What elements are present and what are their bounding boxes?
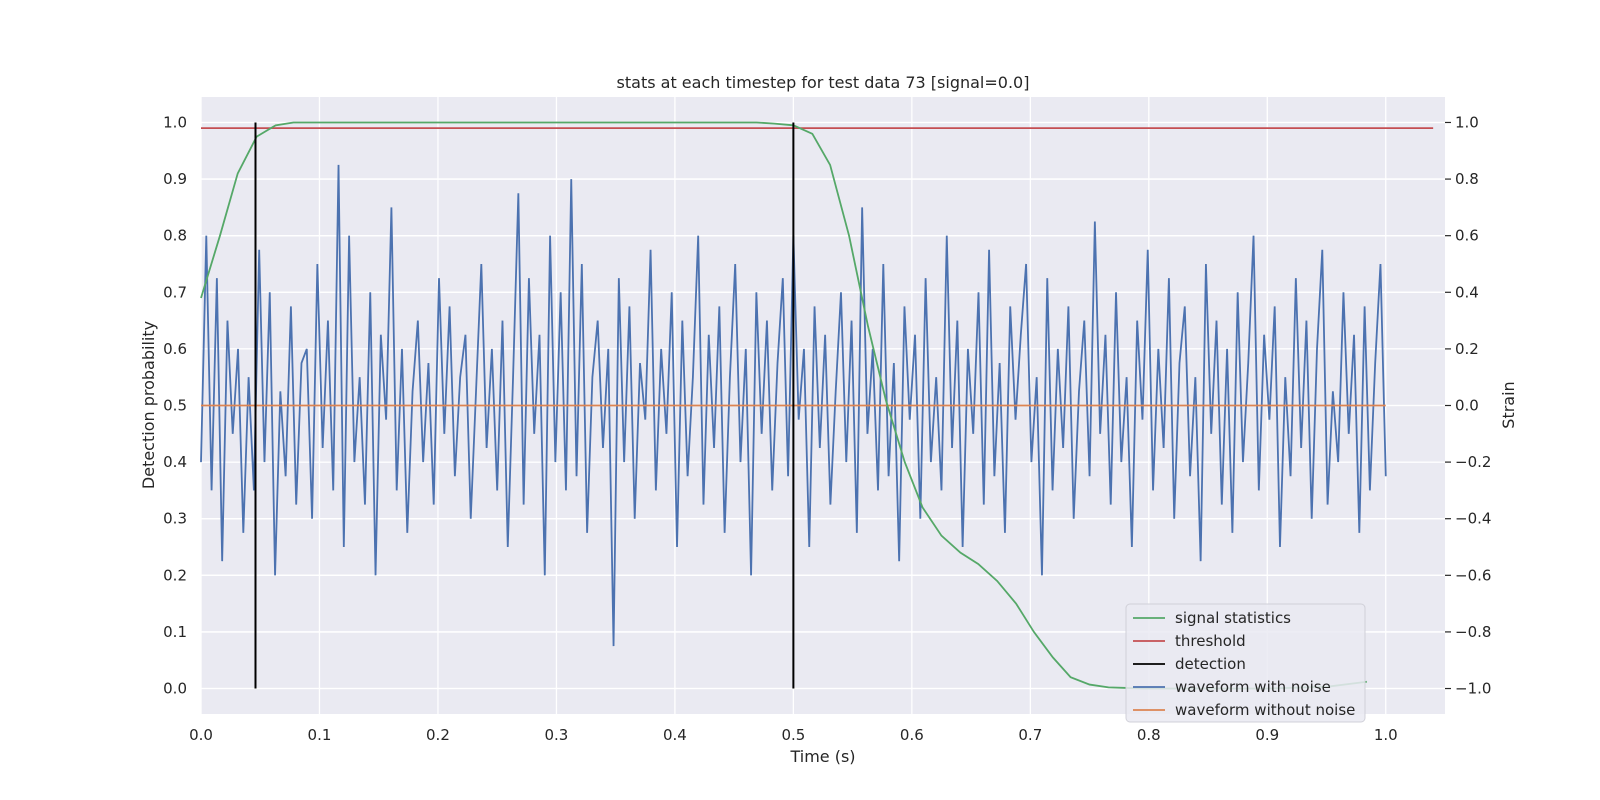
y2-axis-label: Strain <box>1499 381 1518 428</box>
y-axis-label: Detection probability <box>139 321 158 489</box>
x-tick-label: 0.3 <box>544 726 568 744</box>
y2-tick-label: −0.8 <box>1455 623 1491 641</box>
y-tick-label: 0.1 <box>163 623 187 641</box>
x-tick-label: 0.0 <box>189 726 213 744</box>
chart-title: stats at each timestep for test data 73 … <box>617 73 1030 92</box>
legend-label: signal statistics <box>1175 609 1291 627</box>
y-tick-label: 0.8 <box>163 227 187 245</box>
legend-box <box>1125 603 1366 723</box>
y2-tick-label: 1.0 <box>1455 113 1479 131</box>
y2-ticks: −1.0 −0.8 −0.6 −0.4 −0.2 0.0 0.2 0.4 0.6 0.8 1.0 <box>1445 113 1491 698</box>
series-layer <box>200 121 1434 690</box>
y2-tick-label: −1.0 <box>1455 680 1491 698</box>
y2-tick-label: 0.2 <box>1455 340 1479 358</box>
y-tick-label: 0.2 <box>163 566 187 584</box>
legend-label: detection <box>1175 655 1246 673</box>
x-tick-label: 0.7 <box>1018 726 1042 744</box>
x-tick-label: 0.1 <box>308 726 332 744</box>
y-tick-label: 0.7 <box>163 283 187 301</box>
legend-label: waveform with noise <box>1175 678 1331 696</box>
x-ticks: 0.0 0.1 0.2 0.3 0.4 0.5 0.6 0.7 0.8 0.9 1.0 <box>189 726 1398 744</box>
x-tick-label: 0.8 <box>1137 726 1161 744</box>
y2-tick-label: 0.0 <box>1455 397 1479 415</box>
legend-label: waveform without noise <box>1175 701 1355 719</box>
y2-tick-label: 0.6 <box>1455 227 1479 245</box>
x-tick-label: 1.0 <box>1374 726 1398 744</box>
y2-tick-label: 0.4 <box>1455 283 1479 301</box>
y-tick-label: 0.9 <box>163 170 187 188</box>
x-axis-label: Time (s) <box>789 747 855 766</box>
x-tick-label: 0.4 <box>663 726 687 744</box>
y-ticks: 0.0 0.1 0.2 0.3 0.4 0.5 0.6 0.7 0.8 0.9 1.0 <box>163 113 187 697</box>
y-tick-label: 0.5 <box>163 397 187 415</box>
y-tick-label: 0.6 <box>163 340 187 358</box>
y2-tick-label: −0.6 <box>1455 566 1491 584</box>
legend-label: threshold <box>1175 632 1246 650</box>
y2-tick-label: 0.8 <box>1455 170 1479 188</box>
y2-tick-label: −0.4 <box>1455 510 1491 528</box>
y-tick-label: 0.3 <box>163 510 187 528</box>
series-signal-statistics <box>200 121 1367 690</box>
legend: signal statistics threshold detection wavef… <box>1125 603 1366 723</box>
x-tick-label: 0.6 <box>900 726 924 744</box>
y2-tick-label: −0.2 <box>1455 453 1491 471</box>
x-tick-label: 0.2 <box>426 726 450 744</box>
y-tick-label: 0.0 <box>163 680 187 698</box>
x-tick-label: 0.5 <box>781 726 805 744</box>
x-tick-label: 0.9 <box>1255 726 1279 744</box>
y-tick-label: 0.4 <box>163 453 187 471</box>
y-tick-label: 1.0 <box>163 113 187 131</box>
